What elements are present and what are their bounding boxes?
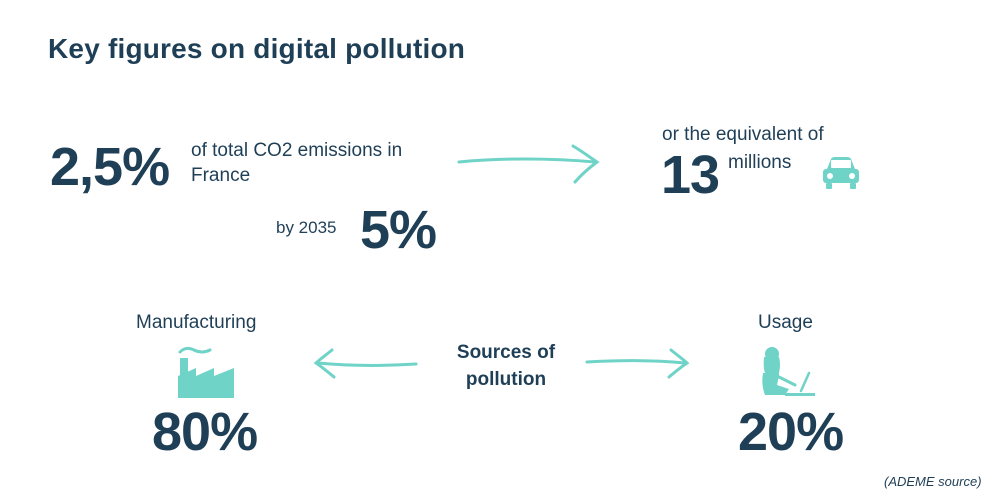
emissions-description: of total CO2 emissions in France (191, 140, 403, 186)
page-title: Key figures on digital pollution (48, 33, 466, 64)
arrow-left-icon (313, 348, 418, 379)
car-icon (823, 157, 859, 189)
person-laptop-icon (762, 347, 815, 396)
equivalent-label: or the equivalent of (662, 124, 824, 145)
usage-label: Usage (758, 312, 813, 333)
projection-label: by 2035 (276, 218, 337, 237)
cars-count: 13 (661, 145, 720, 205)
manufacturing-percentage: 80% (152, 402, 258, 462)
sources-label: Sources of pollution (456, 342, 556, 390)
factory-icon (178, 346, 234, 398)
arrow-right-icon (457, 144, 600, 184)
arrow-right-icon (585, 348, 690, 379)
emissions-percentage: 2,5% (50, 137, 170, 197)
manufacturing-label: Manufacturing (136, 312, 257, 333)
cars-unit: millions (728, 152, 792, 173)
source-note: (ADEME source) (884, 474, 982, 489)
projection-percentage: 5% (360, 200, 437, 260)
usage-percentage: 20% (738, 402, 844, 462)
